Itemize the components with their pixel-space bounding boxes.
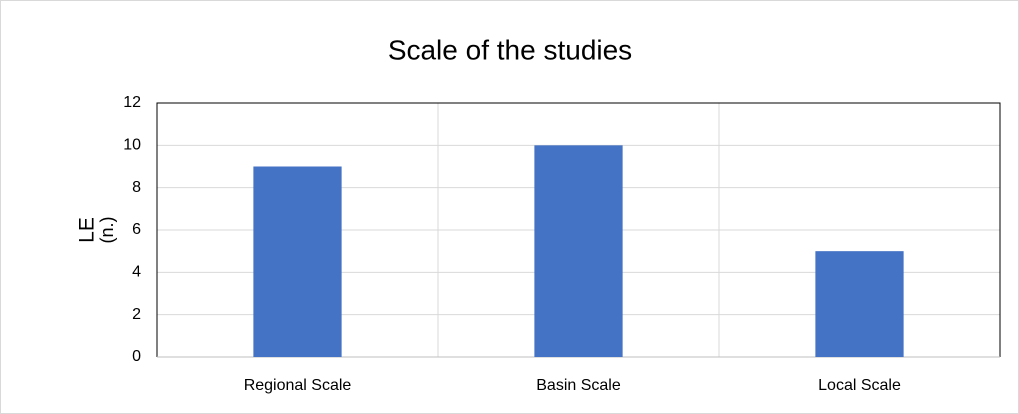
- plot-border: [156, 102, 1001, 357]
- y-tick-label: 10: [123, 137, 141, 154]
- x-tick-label: Basin Scale: [536, 377, 621, 394]
- y-tick-label: 2: [132, 306, 141, 323]
- chart-title: Scale of the studies: [388, 34, 632, 65]
- y-tick-label: 0: [132, 348, 141, 365]
- bar: [534, 145, 623, 357]
- bar: [253, 166, 342, 357]
- y-tick-label: 12: [123, 94, 141, 111]
- x-tick-label: Regional Scale: [244, 377, 352, 394]
- x-tick-label: Local Scale: [818, 377, 901, 394]
- bar: [815, 251, 904, 357]
- y-tick-label: 6: [132, 221, 141, 238]
- y-axis-label: LE: [76, 217, 99, 243]
- y-tick-label: 4: [132, 264, 141, 281]
- y-axis-label: (n.): [97, 217, 117, 244]
- y-tick-label: 8: [132, 179, 141, 196]
